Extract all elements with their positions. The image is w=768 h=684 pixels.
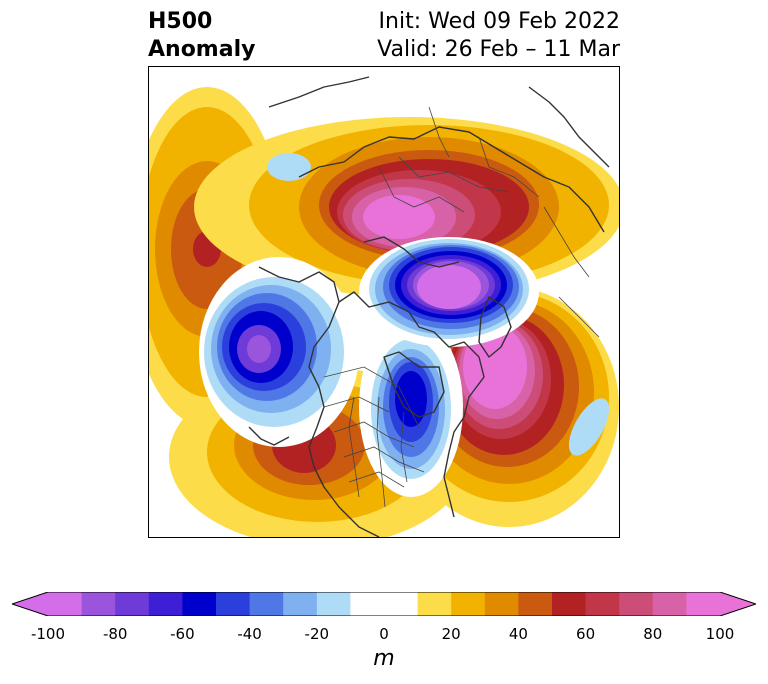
colorbar-segment — [182, 592, 217, 616]
colorbar-extend-low — [12, 592, 48, 616]
colorbar-tick-label: 40 — [508, 625, 528, 643]
political-borders — [323, 106, 600, 508]
anomaly-north-atlantic — [399, 287, 619, 527]
colorbar-tick-label: 0 — [379, 625, 389, 643]
valid-period-label: Valid: 26 Feb – 11 Mar — [377, 37, 620, 62]
colorbar-segment — [484, 592, 519, 616]
title-variable: H500 — [148, 9, 213, 34]
colorbar-tick-label: -60 — [170, 625, 195, 643]
colorbar-segments — [48, 592, 721, 616]
colorbar-tick-label: -80 — [102, 625, 128, 643]
anomaly-central-arctic — [359, 237, 539, 347]
colorbar-segment — [585, 592, 620, 616]
anomaly-shading — [149, 87, 619, 537]
colorbar-segment — [48, 592, 83, 616]
colorbar-tick-label: -100 — [30, 625, 66, 643]
colorbar-segment — [518, 592, 553, 616]
colorbar-tick-label: -40 — [237, 625, 262, 643]
coastlines — [248, 76, 610, 537]
colorbar-segment — [350, 592, 419, 616]
colorbar-tick-label: 100 — [705, 625, 735, 643]
anomaly-alaska — [199, 257, 359, 447]
colorbar-segment — [81, 592, 116, 616]
colorbar-segment — [417, 592, 452, 616]
colorbar-segment — [148, 592, 183, 616]
anomaly-east-atlantic-weak — [568, 398, 610, 456]
colorbar-unit-label: m — [373, 646, 395, 671]
colorbar-segment — [451, 592, 486, 616]
colorbar-segment — [249, 592, 284, 616]
colorbar-tick-label: 20 — [441, 625, 461, 643]
colorbar-tick-label: -20 — [304, 625, 330, 643]
anomaly-map — [148, 66, 620, 538]
title-field: Anomaly — [148, 37, 256, 62]
colorbar-segment — [652, 592, 687, 616]
colorbar-segment — [115, 592, 150, 616]
map-title-left: H500 Anomaly — [148, 8, 255, 64]
colorbar-segment — [686, 592, 721, 616]
map-canvas — [149, 76, 619, 537]
map-title-right: Init: Wed 09 Feb 2022 Valid: 26 Feb – 11… — [377, 8, 620, 64]
init-date-label: Init: Wed 09 Feb 2022 — [378, 9, 620, 34]
colorbar-segment — [552, 592, 587, 616]
colorbar-segment — [216, 592, 251, 616]
colorbar-segment — [283, 592, 318, 616]
colorbar-tick-label: 80 — [643, 625, 663, 643]
colorbar-segment — [316, 592, 351, 616]
colorbar-segment — [619, 592, 654, 616]
colorbar — [12, 592, 756, 616]
colorbar-tick-label: 60 — [576, 625, 596, 643]
anomaly-bering-weak — [267, 153, 311, 181]
colorbar-extend-high — [720, 592, 756, 616]
